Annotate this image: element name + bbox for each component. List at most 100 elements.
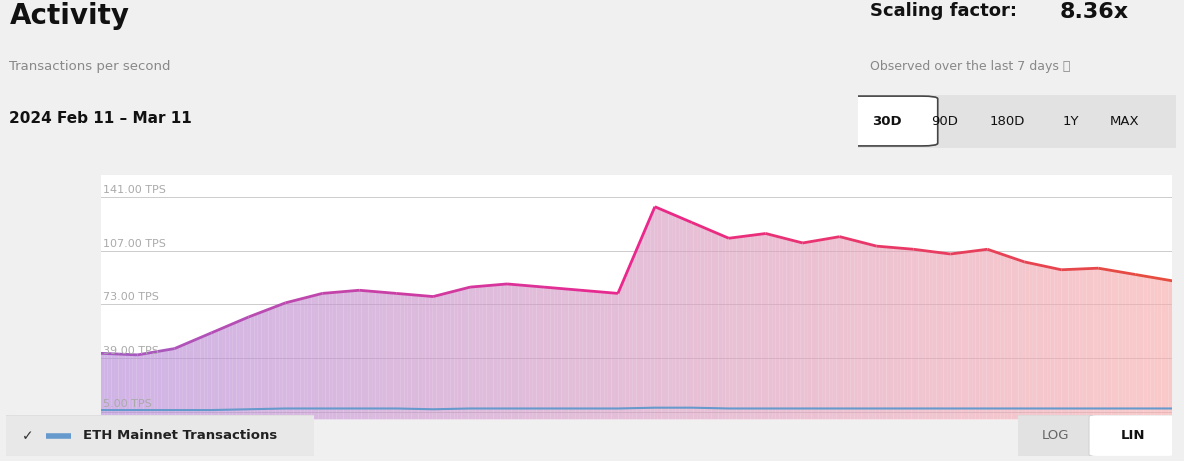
Polygon shape [340, 292, 343, 420]
Polygon shape [101, 353, 104, 420]
Polygon shape [641, 233, 644, 420]
Polygon shape [111, 354, 115, 420]
Polygon shape [526, 285, 529, 420]
Polygon shape [890, 247, 894, 420]
Polygon shape [372, 291, 375, 420]
Polygon shape [318, 294, 322, 420]
Polygon shape [414, 295, 418, 420]
Polygon shape [476, 286, 480, 420]
Polygon shape [501, 284, 504, 420]
Text: 90D: 90D [931, 114, 958, 128]
Polygon shape [919, 250, 922, 420]
Text: MAX: MAX [1111, 114, 1140, 128]
Polygon shape [504, 284, 508, 420]
Polygon shape [680, 217, 683, 420]
Polygon shape [958, 253, 961, 420]
Polygon shape [308, 296, 311, 420]
Text: 5.00 TPS: 5.00 TPS [103, 399, 152, 409]
Polygon shape [1122, 272, 1126, 420]
Polygon shape [579, 290, 583, 420]
Text: 30D: 30D [873, 114, 902, 128]
Polygon shape [644, 225, 648, 420]
Polygon shape [662, 209, 665, 420]
Polygon shape [1119, 272, 1122, 420]
Polygon shape [1133, 274, 1137, 420]
Polygon shape [855, 240, 858, 420]
Polygon shape [839, 237, 843, 420]
Polygon shape [575, 290, 579, 420]
Text: ✓: ✓ [21, 429, 33, 443]
Polygon shape [508, 284, 511, 420]
Polygon shape [490, 285, 494, 420]
Polygon shape [1054, 268, 1057, 420]
FancyBboxPatch shape [1089, 415, 1177, 456]
Text: Activity: Activity [9, 2, 129, 30]
Text: 107.00 TPS: 107.00 TPS [103, 238, 166, 248]
Polygon shape [283, 302, 287, 420]
Polygon shape [540, 287, 543, 420]
Polygon shape [333, 292, 336, 420]
Polygon shape [648, 217, 651, 420]
Polygon shape [287, 301, 290, 420]
Polygon shape [487, 285, 490, 420]
Polygon shape [908, 249, 912, 420]
Polygon shape [276, 305, 279, 420]
Polygon shape [719, 234, 722, 420]
Polygon shape [455, 290, 458, 420]
Polygon shape [905, 248, 908, 420]
Polygon shape [1151, 277, 1154, 420]
Polygon shape [326, 293, 329, 420]
Polygon shape [1158, 278, 1162, 420]
Polygon shape [704, 228, 708, 420]
Polygon shape [565, 289, 568, 420]
Polygon shape [494, 285, 497, 420]
Polygon shape [1083, 269, 1087, 420]
Polygon shape [1004, 255, 1008, 420]
Polygon shape [726, 237, 729, 420]
Polygon shape [590, 291, 593, 420]
Polygon shape [683, 219, 687, 420]
Polygon shape [368, 291, 372, 420]
Polygon shape [418, 296, 422, 420]
Polygon shape [894, 248, 897, 420]
Polygon shape [929, 251, 933, 420]
Polygon shape [751, 235, 754, 420]
Polygon shape [118, 354, 122, 420]
Polygon shape [944, 253, 947, 420]
Polygon shape [869, 244, 873, 420]
Polygon shape [230, 324, 233, 420]
Polygon shape [290, 301, 294, 420]
Polygon shape [1073, 269, 1076, 420]
Polygon shape [1140, 275, 1144, 420]
Polygon shape [1165, 279, 1169, 420]
Polygon shape [676, 216, 680, 420]
Polygon shape [551, 288, 554, 420]
FancyBboxPatch shape [836, 96, 938, 146]
Polygon shape [604, 292, 607, 420]
Polygon shape [247, 316, 251, 420]
Polygon shape [262, 311, 265, 420]
Polygon shape [115, 354, 118, 420]
Polygon shape [483, 286, 487, 420]
Polygon shape [193, 339, 197, 420]
Polygon shape [933, 252, 937, 420]
Text: 73.00 TPS: 73.00 TPS [103, 292, 159, 302]
Polygon shape [783, 238, 786, 420]
Polygon shape [697, 225, 701, 420]
Polygon shape [133, 355, 136, 420]
Polygon shape [448, 292, 451, 420]
Polygon shape [1040, 265, 1043, 420]
Polygon shape [1008, 256, 1011, 420]
Polygon shape [1061, 270, 1064, 420]
Polygon shape [175, 347, 179, 420]
Polygon shape [561, 289, 565, 420]
Polygon shape [715, 232, 719, 420]
Polygon shape [807, 242, 811, 420]
Polygon shape [843, 238, 847, 420]
Polygon shape [637, 242, 641, 420]
Polygon shape [258, 312, 262, 420]
Polygon shape [993, 251, 997, 420]
Polygon shape [197, 337, 200, 420]
Polygon shape [379, 292, 382, 420]
Polygon shape [122, 354, 126, 420]
